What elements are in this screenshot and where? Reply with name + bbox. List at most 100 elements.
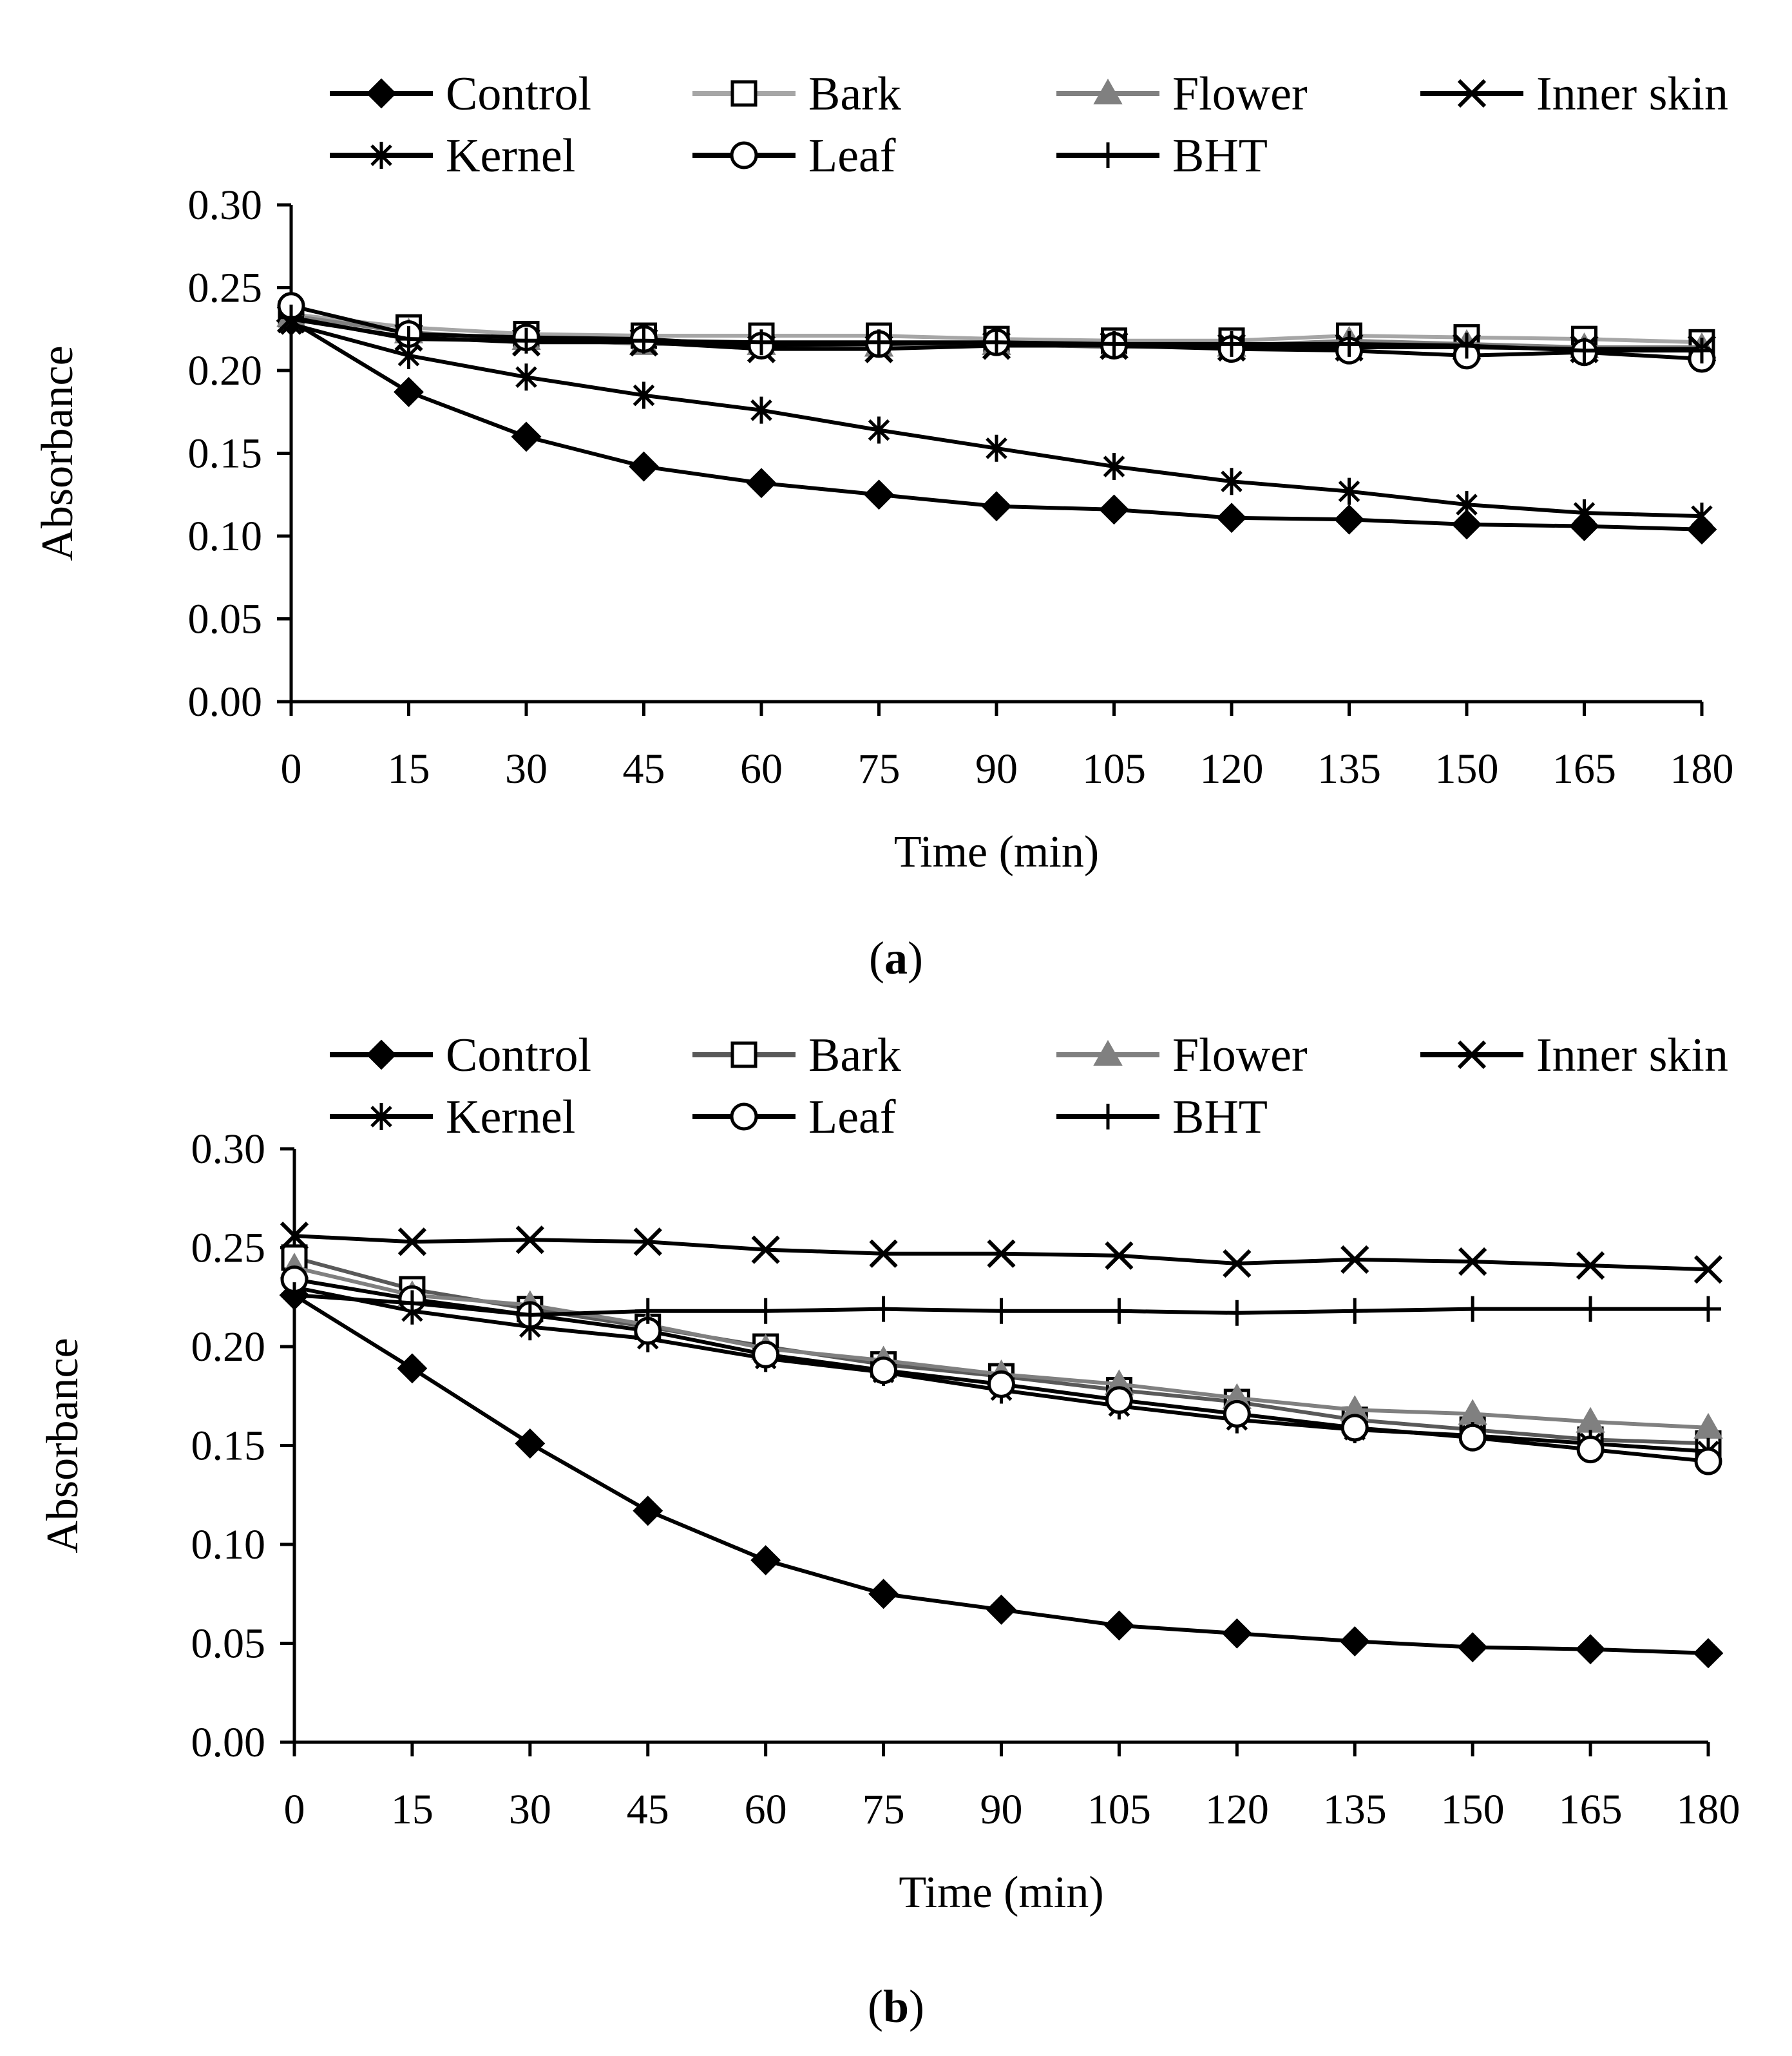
x-tick-label: 15	[391, 1786, 434, 1833]
y-tick-label: 0.20	[191, 1323, 266, 1370]
data-point-bht	[1460, 1296, 1486, 1322]
legend-marker-bark	[730, 1041, 758, 1068]
y-tick-label: 0.00	[188, 678, 263, 725]
data-point-inner-skin	[1223, 1249, 1252, 1278]
data-point-control	[1099, 494, 1129, 525]
data-point-bht	[1106, 1298, 1132, 1324]
legend: Control Bark Flower Inner skin Kernel Leaf BHT	[330, 68, 1728, 182]
data-point-bht	[631, 327, 657, 354]
chart-b: 0.00 0.05 0.10 0.15 0.20 0.25 0.30 0 15 30 45 60 75 9…	[38, 1029, 1740, 1917]
legend-marker-leaf	[730, 1102, 758, 1131]
legend-marker-bht	[1095, 142, 1121, 168]
data-point-kernel	[1691, 503, 1713, 530]
legend-marker-leaf	[730, 141, 758, 169]
data-point-bht	[1571, 338, 1597, 364]
data-point-control	[1104, 1610, 1134, 1641]
y-tick-label: 0.00	[191, 1719, 266, 1766]
panel-label-a-letter: a	[884, 932, 908, 984]
x-tick-label: 180	[1677, 1786, 1740, 1833]
legend-label-inner-skin: Inner skin	[1536, 68, 1728, 120]
data-point-control	[868, 1579, 899, 1609]
data-point-inner-skin	[1105, 1241, 1134, 1270]
legend-marker-flower	[1093, 78, 1123, 104]
data-point-leaf	[752, 1340, 780, 1369]
data-point-control	[511, 421, 542, 452]
data-point-leaf	[1694, 1447, 1722, 1475]
data-point-bht	[1224, 1300, 1250, 1326]
legend-item-control: Control	[330, 1029, 591, 1082]
x-tick-label: 60	[740, 745, 783, 793]
series-bht	[278, 304, 1715, 364]
legend-item-kernel: Kernel	[330, 1091, 575, 1144]
legend-item-inner-skin: Inner skin	[1420, 1029, 1728, 1082]
legend-marker-flower	[1093, 1039, 1123, 1066]
x-tick-label: 120	[1205, 1786, 1269, 1833]
x-tick-label: 60	[745, 1786, 787, 1833]
chart-a: 0.00 0.05 0.10 0.15 0.20 0.25 0.30 0 15 30 45 60 75 9…	[33, 68, 1734, 877]
legend-item-bark: Bark	[692, 1029, 901, 1082]
data-point-leaf	[870, 1356, 898, 1385]
data-point-bht	[748, 329, 774, 356]
data-point-bht	[396, 326, 422, 352]
legend-item-leaf: Leaf	[692, 130, 896, 182]
data-point-kernel	[868, 416, 890, 444]
y-axis-title: Absorbance	[38, 1338, 88, 1553]
data-point-bht	[1101, 331, 1127, 357]
x-tick-label: 165	[1552, 745, 1616, 793]
x-tick-label: 15	[388, 745, 430, 793]
legend: Control Bark Flower Inner skin Kernel Leaf BHT	[330, 1029, 1728, 1144]
legend-label-control: Control	[446, 68, 591, 120]
x-tick-label: 30	[509, 1786, 551, 1833]
x-tick-label: 105	[1087, 1786, 1151, 1833]
x-tick-label: 90	[975, 745, 1018, 793]
series-bht	[281, 1282, 1721, 1328]
legend-label-flower: Flower	[1172, 68, 1308, 120]
legend-label-inner-skin: Inner skin	[1536, 1029, 1728, 1082]
data-point-control	[1457, 1632, 1488, 1663]
y-tick-label: 0.30	[188, 182, 263, 229]
data-point-inner-skin	[515, 1225, 544, 1254]
data-point-control	[1451, 509, 1482, 540]
data-point-kernel	[1338, 477, 1360, 505]
data-point-bht	[399, 1290, 425, 1316]
data-point-bht	[752, 1298, 779, 1324]
series-control	[276, 305, 1717, 545]
data-point-inner-skin	[751, 1235, 780, 1264]
data-point-control	[986, 1594, 1016, 1625]
legend-marker-kernel	[370, 1103, 392, 1130]
x-tick-label: 165	[1559, 1786, 1623, 1833]
data-point-leaf	[1105, 1386, 1133, 1414]
data-point-control	[629, 451, 659, 482]
data-point-inner-skin	[280, 1221, 309, 1251]
data-point-inner-skin	[1458, 1247, 1487, 1276]
data-point-kernel	[1221, 468, 1243, 495]
axes: 0.00 0.05 0.10 0.15 0.20 0.25 0.30 0 15 30 45 60 75 9…	[188, 182, 1734, 793]
data-point-bht	[1695, 1296, 1721, 1322]
data-point-inner-skin	[633, 1227, 662, 1256]
series-flower	[280, 1253, 1723, 1439]
y-tick-label: 0.05	[191, 1620, 266, 1667]
legend-label-kernel: Kernel	[446, 130, 575, 182]
legend-item-bht: BHT	[1056, 1091, 1268, 1144]
data-point-leaf	[1576, 1436, 1605, 1464]
series-leaf	[280, 1265, 1722, 1475]
legend-item-bark: Bark	[692, 68, 901, 120]
data-point-control	[864, 479, 894, 510]
data-point-bht	[984, 329, 1009, 356]
panel-label-b: (b)	[868, 1981, 924, 2032]
data-point-inner-skin	[987, 1239, 1016, 1268]
data-point-leaf	[987, 1370, 1015, 1398]
y-tick-label: 0.10	[191, 1521, 266, 1568]
x-tick-label: 150	[1441, 1786, 1505, 1833]
legend-label-control: Control	[446, 1029, 591, 1082]
y-tick-label: 0.20	[188, 347, 263, 394]
x-tick-label: 45	[627, 1786, 669, 1833]
data-point-leaf	[1223, 1399, 1251, 1428]
data-point-control	[1221, 1618, 1252, 1649]
x-tick-label: 180	[1670, 745, 1734, 793]
legend-label-flower: Flower	[1172, 1029, 1308, 1082]
data-point-bht	[1336, 331, 1362, 357]
legend-item-inner-skin: Inner skin	[1420, 68, 1728, 120]
x-tick-label: 90	[980, 1786, 1023, 1833]
